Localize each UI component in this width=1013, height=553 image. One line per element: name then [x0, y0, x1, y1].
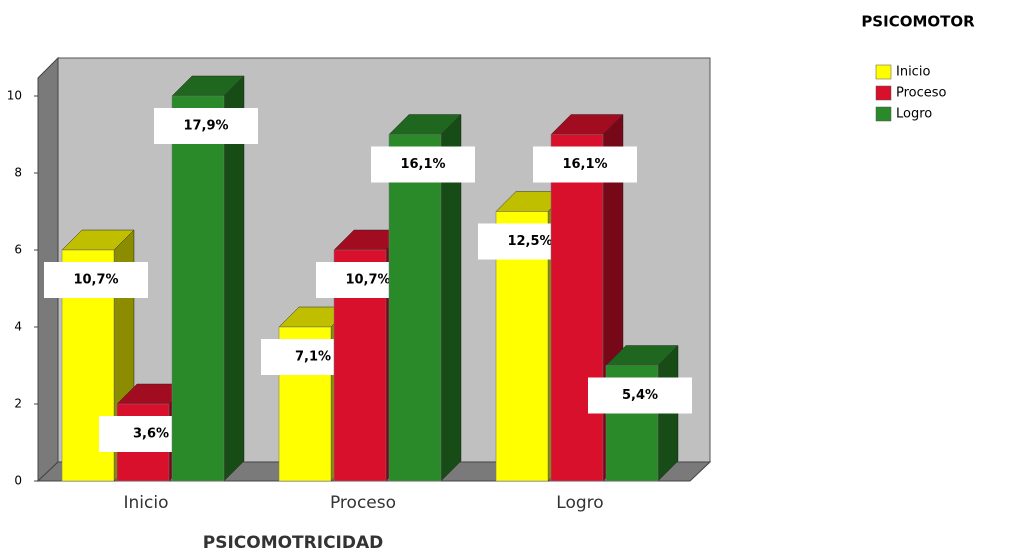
bar-top-shade: [389, 114, 461, 135]
value-label-box: [371, 146, 475, 183]
bar: [171, 95, 225, 482]
value-label: 16,1%: [400, 157, 445, 172]
x-tick-label: Logro: [556, 493, 603, 513]
value-label: 10,7%: [73, 273, 118, 288]
value-label-box: [44, 262, 148, 298]
bar-top-shade: [117, 384, 189, 404]
y-tick-label: 6: [14, 243, 22, 257]
value-label: 10,7%: [345, 273, 390, 288]
x-axis-title: PSICOMOTRICIDAD: [203, 533, 384, 553]
legend-label: Logro: [896, 107, 932, 122]
bar-top-shade: [279, 307, 351, 327]
legend-label: Inicio: [896, 65, 930, 80]
bar: [550, 134, 604, 482]
legend-swatch: [875, 106, 892, 122]
legend-label: Proceso: [896, 86, 947, 101]
bar-top-shade: [606, 345, 678, 366]
bar-side-shade: [441, 114, 461, 481]
bar: [388, 134, 442, 482]
value-label: 3,6%: [133, 427, 169, 442]
bar-top-shade: [551, 114, 623, 135]
legend-swatch: [875, 64, 892, 80]
value-label: 5,4%: [622, 388, 658, 403]
legend-swatch: [875, 85, 892, 101]
value-label: 7,1%: [295, 350, 331, 365]
legend-title: PSICOMOTOR: [861, 13, 975, 31]
value-label: 12,5%: [507, 234, 552, 249]
value-label-box: [154, 108, 258, 144]
y-tick-label: 4: [14, 320, 22, 334]
value-label-box: [588, 377, 692, 414]
y-tick-label: 0: [14, 474, 22, 488]
y-tick-label: 2: [14, 397, 22, 411]
bar-top-shade: [62, 230, 134, 250]
bar-side-shade: [224, 76, 244, 481]
y-tick-label: 10: [7, 89, 22, 103]
value-label: 17,9%: [183, 119, 228, 134]
bar-top-shade: [334, 230, 406, 250]
value-label: 16,1%: [562, 157, 607, 172]
bar-top-shade: [172, 76, 244, 96]
value-label-box: [533, 146, 637, 183]
bar-top-shade: [496, 191, 568, 212]
x-tick-label: Inicio: [124, 493, 169, 513]
x-tick-label: Proceso: [330, 493, 396, 513]
y-tick-label: 8: [14, 166, 22, 180]
